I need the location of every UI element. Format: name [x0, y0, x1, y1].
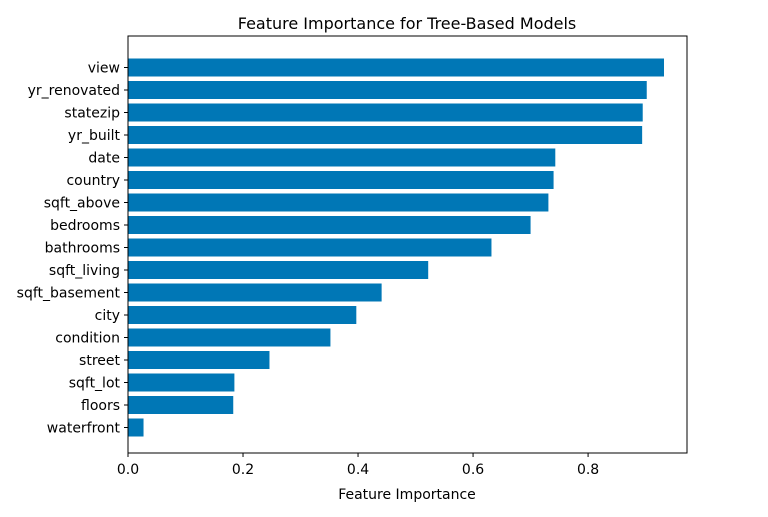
y-tick-label-sqft_basement: sqft_basement [17, 286, 121, 302]
x-axis-ticks: 0.0 0.2 0.4 0.6 0.8 [117, 453, 599, 478]
bar-country [128, 171, 554, 189]
bar-date [128, 148, 556, 167]
chart-title: Feature Importance for Tree-Based Models [238, 14, 577, 33]
bar-floors [128, 396, 234, 414]
y-tick-label-sqft_lot: sqft_lot [69, 376, 121, 392]
bar-bedrooms [128, 216, 531, 234]
bar-street [128, 351, 270, 369]
bar-condition [128, 328, 331, 347]
y-tick-label-view: view [88, 61, 120, 77]
bar-sqft_lot [128, 373, 235, 392]
y-tick-label-bedrooms: bedrooms [50, 218, 120, 234]
y-tick-label-statezip: statezip [64, 106, 120, 122]
y-tick-label-floors: floors [81, 398, 120, 414]
bar-city [128, 306, 357, 324]
y-tick-label-city: city [95, 308, 120, 324]
plot-frame [127, 35, 688, 454]
x-tick-label-0.4: 0.4 [347, 462, 369, 478]
y-tick-label-yr_built: yr_built [68, 128, 121, 144]
bar-waterfront [128, 418, 144, 437]
y-tick-label-yr_renovated: yr_renovated [28, 83, 120, 99]
y-tick-label-date: date [88, 151, 120, 167]
bars-layer [128, 58, 664, 437]
bar-view [128, 58, 664, 77]
bar-sqft_basement [128, 283, 382, 302]
y-tick-label-country: country [66, 173, 120, 189]
y-tick-label-street: street [79, 353, 120, 369]
y-tick-label-bathrooms: bathrooms [45, 241, 120, 257]
x-tick-label-0.8: 0.8 [577, 462, 599, 478]
x-tick-label-0.0: 0.0 [117, 462, 139, 478]
y-tick-label-waterfront: waterfront [47, 421, 121, 437]
y-tick-label-sqft_above: sqft_above [44, 196, 120, 212]
bar-yr_renovated [128, 81, 647, 99]
y-tick-label-condition: condition [55, 331, 120, 347]
bar-sqft_living [128, 261, 429, 279]
x-tick-label-0.2: 0.2 [232, 462, 254, 478]
bar-sqft_above [128, 193, 549, 212]
y-tick-label-sqft_living: sqft_living [49, 263, 120, 279]
bar-yr_built [128, 126, 643, 144]
bar-bathrooms [128, 238, 492, 257]
x-tick-label-0.6: 0.6 [462, 462, 484, 478]
bar-statezip [128, 103, 643, 122]
x-axis-label: Feature Importance [338, 487, 476, 503]
